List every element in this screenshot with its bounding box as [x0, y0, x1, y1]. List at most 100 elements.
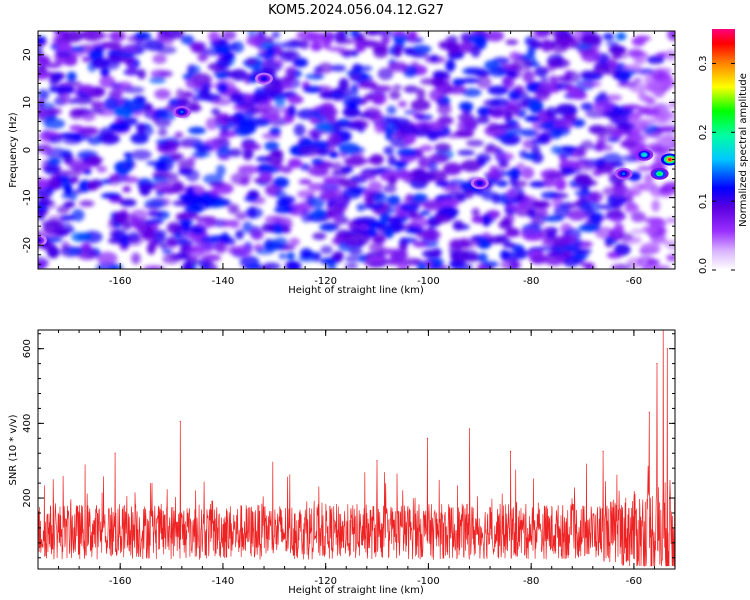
- spectral-patch: [403, 47, 415, 55]
- spectral-patch: [417, 261, 427, 269]
- snr-x-tick-label: -60: [626, 576, 642, 587]
- spectral-patch: [176, 88, 185, 101]
- spectral-patch: [326, 262, 337, 269]
- spectral-patch: [373, 234, 386, 245]
- spectral-patch: [477, 252, 488, 263]
- spectral-patch: [442, 185, 463, 193]
- spectral-patch: [230, 172, 248, 185]
- spectral-patch: [38, 89, 50, 101]
- spectral-patch: [220, 125, 229, 136]
- spectral-patch: [482, 260, 499, 268]
- spectral-patch: [48, 136, 63, 144]
- spectral-patch: [550, 39, 569, 53]
- spectral-hotspot: [642, 153, 646, 157]
- spectral-patch: [70, 175, 79, 184]
- spectral-patch: [627, 48, 644, 57]
- spectral-patch: [651, 199, 661, 212]
- spectral-patch: [221, 31, 237, 41]
- spectral-patch: [571, 92, 588, 100]
- snr-series: [38, 330, 675, 567]
- spectral-patch: [57, 51, 72, 58]
- spectral-patch: [262, 239, 282, 251]
- spectral-patch: [94, 45, 106, 53]
- spectral-patch: [348, 102, 358, 111]
- spectral-patch: [296, 31, 318, 40]
- spectral-patch: [205, 117, 218, 131]
- spectral-patch: [250, 229, 264, 241]
- spectral-patch: [253, 107, 269, 115]
- spectral-patch: [330, 64, 347, 72]
- spectral-patch: [393, 45, 403, 58]
- spectral-patch: [154, 119, 172, 128]
- spectrogram-y-tick-label: -10: [22, 189, 33, 205]
- spectral-patch: [344, 263, 359, 269]
- snr-frame: [37, 329, 676, 570]
- spectral-patch: [574, 189, 592, 197]
- spectral-patch: [202, 82, 211, 93]
- spectral-patch: [460, 237, 469, 245]
- spectral-patch: [617, 122, 635, 130]
- spectral-patch: [429, 153, 450, 164]
- spectral-patch: [560, 166, 576, 176]
- spectral-patch: [467, 236, 480, 247]
- spectral-patch: [460, 159, 482, 172]
- spectrogram-heatmap: [38, 31, 675, 269]
- spectral-patch: [605, 40, 619, 47]
- spectral-patch: [319, 223, 338, 232]
- spectral-patch: [487, 85, 509, 96]
- spectral-patch: [304, 73, 325, 80]
- spectral-patch: [565, 202, 577, 209]
- spectral-patch: [214, 241, 227, 254]
- spectral-patch: [228, 148, 242, 158]
- spectral-patch: [280, 221, 294, 228]
- spectral-patch: [445, 59, 456, 72]
- spectral-patch: [560, 146, 578, 152]
- spectrogram-x-tick-label: -60: [626, 276, 642, 287]
- spectral-patch: [109, 263, 124, 269]
- spectral-hotspot: [657, 172, 662, 176]
- spectral-patch: [273, 176, 289, 189]
- spectral-patch: [216, 82, 229, 94]
- spectral-patch: [323, 176, 343, 185]
- spectral-patch: [626, 133, 644, 143]
- spectral-patch: [343, 156, 366, 167]
- spectral-patch: [407, 31, 418, 41]
- spectral-patch: [301, 210, 312, 223]
- snr-x-ticks: -160 -140 -120 -100 -80 -60: [37, 330, 676, 587]
- spectral-patch: [465, 67, 488, 76]
- spectral-patch: [389, 90, 401, 100]
- spectral-patch: [431, 78, 445, 87]
- spectral-patch: [38, 108, 50, 118]
- spectral-patch: [501, 217, 510, 225]
- spectral-patch: [332, 161, 343, 172]
- colorbar-ticks: 0.0 0.1 0.2 0.3: [698, 55, 735, 274]
- spectral-patch: [56, 205, 70, 214]
- spectral-patch: [187, 64, 201, 76]
- spectral-patch: [319, 189, 337, 201]
- spectrogram-y-label: Frequency (Hz): [8, 112, 19, 188]
- spectral-patch: [120, 116, 138, 126]
- spectral-patch: [109, 176, 121, 186]
- spectral-patch: [595, 157, 606, 169]
- spectral-patch: [642, 242, 661, 254]
- snr-y-tick-label: 200: [22, 489, 33, 508]
- spectral-patch: [157, 127, 168, 137]
- spectral-hotspot: [478, 181, 482, 185]
- spectral-patch: [146, 219, 164, 225]
- spectral-patch: [528, 99, 544, 112]
- spectral-patch: [202, 254, 222, 262]
- snr-peak-point: [656, 363, 658, 365]
- colorbar-label: Normalized spectral amplitude: [738, 73, 749, 227]
- spectral-patch: [194, 144, 214, 153]
- spectral-patch: [475, 153, 491, 164]
- spectral-patch: [535, 89, 550, 101]
- spectral-patch: [78, 126, 99, 136]
- spectral-patch: [421, 250, 437, 258]
- spectrogram-y-tick-label: -20: [22, 237, 33, 253]
- spectrogram-x-tick-label: -160: [109, 276, 132, 287]
- spectral-patch: [611, 51, 622, 60]
- spectral-patch: [63, 201, 76, 208]
- spectral-patch: [246, 58, 257, 64]
- spectral-patch: [121, 44, 139, 54]
- spectral-patch: [392, 31, 407, 36]
